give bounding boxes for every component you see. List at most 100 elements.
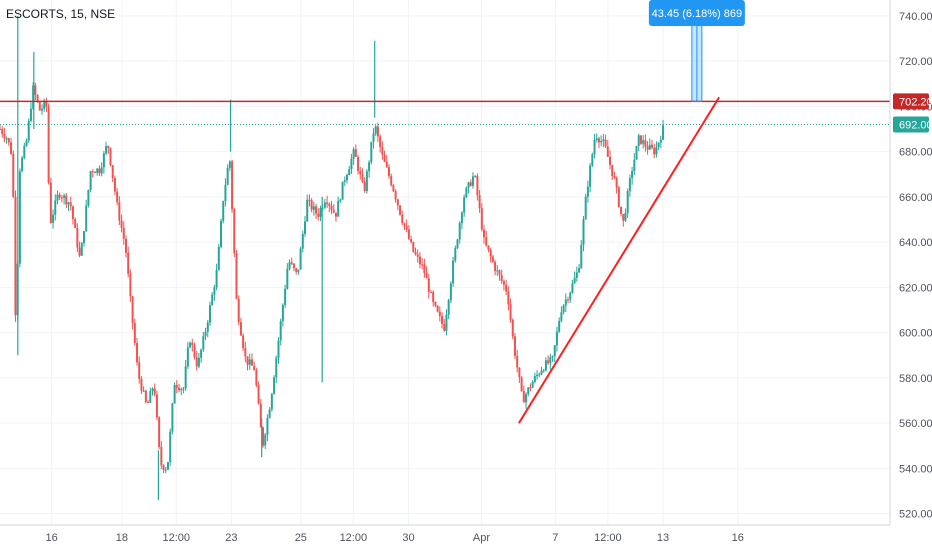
candle-body: [195, 357, 198, 367]
candle-body: [542, 370, 545, 372]
candle-body: [78, 247, 81, 256]
trendline[interactable]: [518, 96, 720, 424]
candle-body: [443, 323, 446, 331]
candle-body: [127, 252, 130, 274]
candle-body: [200, 349, 203, 358]
candle-body: [407, 229, 410, 240]
candle-body: [361, 174, 364, 182]
candle-body: [390, 176, 393, 186]
candle-body: [445, 314, 448, 331]
candle-body: [235, 253, 238, 299]
price-axis[interactable]: 520.00 540.00 560.00 580.00 600.00 620.00 640.…: [899, 11, 932, 521]
candle-body: [144, 390, 147, 402]
candle-body: [427, 278, 430, 292]
candle-body: [617, 187, 620, 207]
candle-body: [383, 154, 386, 162]
candle-body: [54, 200, 57, 215]
candle-body: [149, 391, 152, 403]
price-tick-label: 680.00: [899, 147, 932, 159]
candle-body: [628, 178, 631, 192]
candle-body: [89, 171, 92, 190]
candle-body: [257, 385, 260, 404]
candle-body: [401, 214, 404, 224]
candle-body: [531, 381, 534, 388]
candle-body: [253, 365, 256, 371]
plot-background: [0, 0, 890, 525]
resistance-tag-label: 702.20: [899, 96, 932, 108]
candle-body: [491, 256, 494, 262]
candle-body: [290, 262, 293, 264]
candle-body: [352, 149, 355, 159]
candle-body: [264, 434, 267, 446]
candle-body: [538, 374, 541, 376]
candle-body: [376, 126, 379, 137]
candle-body: [505, 284, 508, 292]
candle-body: [489, 249, 492, 257]
candle-body: [47, 106, 50, 183]
candle-body: [80, 243, 83, 256]
candle-body: [354, 149, 357, 157]
candle-body: [509, 304, 512, 320]
candle-body: [242, 335, 245, 349]
candle-body: [399, 205, 402, 215]
candle-body: [166, 462, 169, 470]
candle-body: [414, 251, 417, 255]
candle-body: [52, 214, 55, 223]
candle-body: [304, 221, 307, 234]
candle-body: [133, 323, 136, 344]
candle-body: [233, 209, 236, 254]
candle-body: [178, 387, 181, 391]
time-tick-label: 16: [732, 532, 744, 544]
candle-body: [359, 170, 362, 175]
candle-body: [456, 239, 459, 248]
candle-body: [262, 427, 265, 446]
candle-body: [500, 274, 503, 281]
candle-body: [454, 247, 457, 261]
candle-body: [91, 171, 94, 173]
candle-body: [650, 144, 653, 148]
candle-body: [502, 280, 505, 285]
candle-body: [480, 208, 483, 230]
candle-body: [469, 182, 472, 186]
candle-body: [483, 229, 486, 238]
time-axis[interactable]: 16 18 12:00 23 25 12:00 30 Apr 7 12:00 13 16: [45, 532, 743, 544]
candle-body: [471, 176, 474, 186]
price-tick-label: 540.00: [899, 463, 932, 475]
candle-body: [558, 320, 561, 332]
candle-body: [498, 270, 501, 275]
candle-body: [281, 304, 284, 322]
candle-body: [496, 270, 499, 272]
candle-body: [215, 269, 218, 288]
candle-body: [116, 191, 119, 203]
candle-body: [345, 175, 348, 181]
candle-body: [533, 376, 536, 382]
candle-body: [315, 206, 318, 214]
candle-body: [452, 260, 455, 284]
candle-body: [118, 202, 121, 221]
candle-body: [657, 142, 660, 148]
candle-body: [655, 147, 658, 155]
candle-body: [34, 85, 37, 96]
candle-body: [540, 370, 543, 375]
candle-body: [175, 385, 178, 388]
candle-body: [463, 197, 466, 213]
candle-body: [297, 269, 300, 272]
chart-title: ESCORTS, 15, NSE: [6, 7, 115, 21]
price-range-measure[interactable]: 43.45 (6.18%) 869: [648, 0, 745, 102]
candle-body: [129, 273, 132, 297]
candle-body: [49, 182, 52, 223]
candle-body: [494, 261, 497, 272]
time-tick-label: 16: [45, 532, 57, 544]
candle-body: [595, 138, 598, 140]
candle-body: [425, 272, 428, 279]
candle-body: [438, 311, 441, 316]
candle-body: [220, 220, 223, 247]
candle-body: [96, 168, 99, 174]
candle-body: [520, 377, 523, 391]
candle-body: [111, 165, 114, 179]
candle-body: [549, 357, 552, 364]
candle-body: [224, 184, 227, 202]
candle-body: [584, 196, 587, 220]
candle-body: [23, 145, 26, 158]
